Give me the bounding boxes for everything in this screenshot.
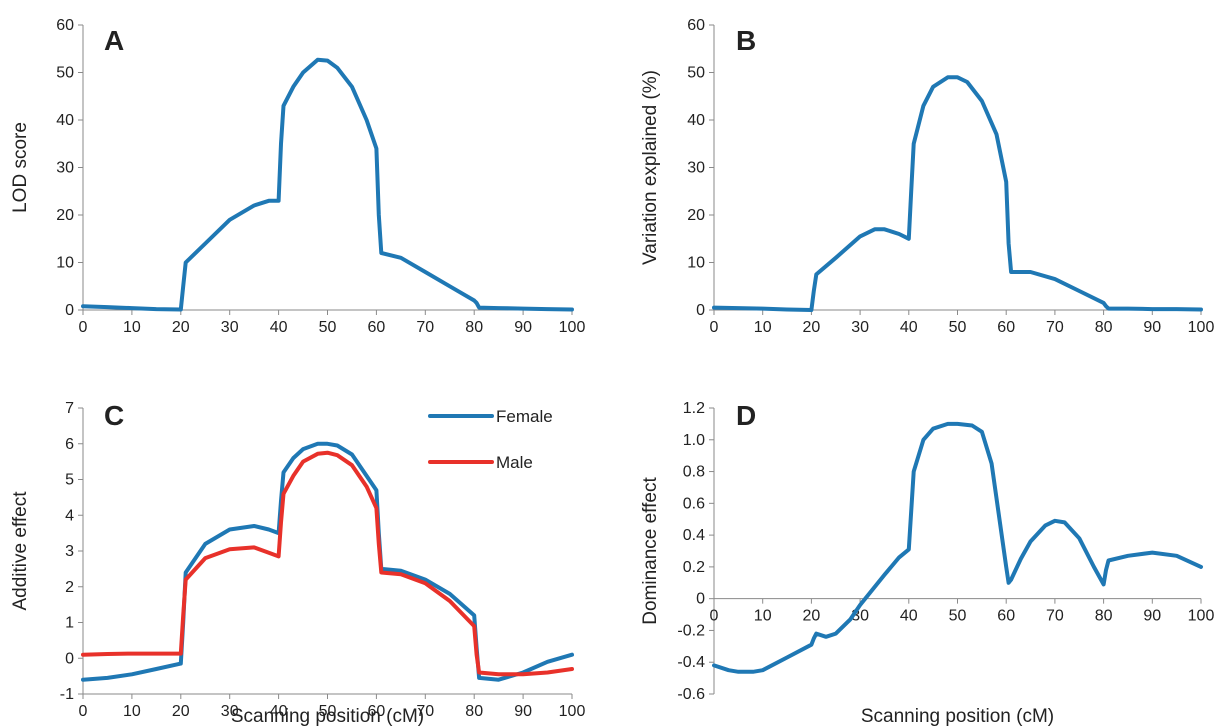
panel-a-x-tick-label: 10 <box>123 319 141 336</box>
panel-d-y-tick-label: -0.6 <box>677 686 705 703</box>
panel-a-y-tick-label: 40 <box>56 112 74 129</box>
panel-c-y-tick-label: 3 <box>65 543 74 560</box>
panel-a-x-tick-label: 20 <box>172 319 190 336</box>
panel-c-y-tick-label: 2 <box>65 579 74 596</box>
panel-b-y-tick-label: 60 <box>687 17 705 34</box>
panel-b-x-tick-label: 20 <box>803 319 821 336</box>
panel-a-label: A <box>104 25 124 56</box>
panel-d-x-tick-label: 50 <box>949 608 967 625</box>
panel-d-series-line <box>712 421 1203 674</box>
panel-a-x-tick-label: 80 <box>465 319 483 336</box>
panel-d-x-tick-label: 100 <box>1188 608 1215 625</box>
panel-d-label: D <box>736 400 756 431</box>
panel-c-x-tick-label: 70 <box>416 703 434 720</box>
panel-c-x-tick-label: 90 <box>514 703 532 720</box>
panel-b-y-tick-label: 30 <box>687 160 705 177</box>
panel-a-x-tick-label: 100 <box>559 319 586 336</box>
panel-a-x-tick-label: 40 <box>270 319 288 336</box>
panel-b-y-tick-label: 40 <box>687 112 705 129</box>
panel-b-x-tick-label: 80 <box>1095 319 1113 336</box>
panel-a-x-tick-label: 30 <box>221 319 239 336</box>
panel-b-y-tick-label: 20 <box>687 207 705 224</box>
panel-a-x-tick-label: 0 <box>79 319 88 336</box>
panel-b-y-tick-label: 0 <box>696 302 705 319</box>
panel-d-y-tick-label: 1.2 <box>683 400 705 417</box>
panel-d-x-tick-label: 70 <box>1046 608 1064 625</box>
panel-c-y-tick-label: 7 <box>65 400 74 417</box>
panel-b-x-tick-label: 0 <box>710 319 719 336</box>
panel-a-x-tick-label: 90 <box>514 319 532 336</box>
panel-c-x-tick-label: 60 <box>368 703 386 720</box>
panel-c-y-tick-label: -1 <box>60 686 74 703</box>
panel-d-x-tick-label: 20 <box>803 608 821 625</box>
panel-a-x-tick-label: 70 <box>416 319 434 336</box>
panel-d-y-tick-label: 0.8 <box>683 464 705 481</box>
panel-d-y-tick-label: 0.6 <box>683 495 705 512</box>
panel-a-series-line <box>81 57 574 312</box>
panel-d-x-axis-label: Scanning position (cM) <box>861 706 1054 726</box>
panel-b-y-axis-label: Variation explained (%) <box>640 70 661 265</box>
panel-a-x-tick-label: 60 <box>368 319 386 336</box>
panel-c-y-axis-label: Additive effect <box>10 491 31 611</box>
panel-c-series-line-female <box>81 441 574 682</box>
panel-c-y-tick-label: 5 <box>65 472 74 489</box>
panel-d-x-tick-label: 40 <box>900 608 918 625</box>
panel-d-x-tick-label: 10 <box>754 608 772 625</box>
panel-b-x-tick-label: 10 <box>754 319 772 336</box>
panel-a-y-tick-label: 0 <box>65 302 74 319</box>
panel-c-y-tick-label: 0 <box>65 650 74 667</box>
panel-c-y-tick-label: 4 <box>65 507 74 524</box>
panel-d-y-tick-label: 0.2 <box>683 559 705 576</box>
panel-c-x-tick-label: 40 <box>270 703 288 720</box>
panel-a-y-tick-label: 20 <box>56 207 74 224</box>
panel-c-x-tick-label: 50 <box>319 703 337 720</box>
panel-c-x-tick-label: 0 <box>79 703 88 720</box>
panel-c-x-tick-label: 80 <box>465 703 483 720</box>
panel-d-y-tick-label: -0.2 <box>677 622 705 639</box>
legend-label-male: Male <box>496 453 533 472</box>
panel-c-x-tick-label: 30 <box>221 703 239 720</box>
panel-b-x-tick-label: 100 <box>1188 319 1215 336</box>
legend-label-female: Female <box>496 407 553 426</box>
panel-b-label: B <box>736 25 756 56</box>
panel-a-y-tick-label: 10 <box>56 255 74 272</box>
panel-b-x-tick-label: 50 <box>949 319 967 336</box>
panel-b-x-tick-label: 70 <box>1046 319 1064 336</box>
panel-b-x-tick-label: 30 <box>851 319 869 336</box>
panel-c-y-tick-label: 6 <box>65 436 74 453</box>
panel-c-x-tick-label: 20 <box>172 703 190 720</box>
panel-b-x-tick-label: 40 <box>900 319 918 336</box>
panel-c-series-line-male <box>81 450 574 677</box>
panel-d-y-tick-label: 0.4 <box>683 527 705 544</box>
panel-a-y-tick-label: 30 <box>56 160 74 177</box>
panel-b-y-tick-label: 10 <box>687 255 705 272</box>
panel-d-y-tick-label: -0.4 <box>677 654 705 671</box>
panel-a-y-axis-label: LOD score <box>10 122 31 213</box>
panel-c-y-tick-label: 1 <box>65 615 74 632</box>
panel-d-y-tick-label: 1.0 <box>683 432 705 449</box>
panel-a-x-tick-label: 50 <box>319 319 337 336</box>
panel-d-y-tick-label: 0 <box>696 591 705 608</box>
panel-b-series-line <box>712 75 1203 312</box>
panel-a-y-tick-label: 60 <box>56 17 74 34</box>
panel-d-x-tick-label: 60 <box>997 608 1015 625</box>
panel-a-y-tick-label: 50 <box>56 65 74 82</box>
panel-b-x-tick-label: 60 <box>997 319 1015 336</box>
panel-d-x-tick-label: 80 <box>1095 608 1113 625</box>
panel-c-x-axis-label: Scanning position (cM) <box>231 706 424 726</box>
panel-d-y-axis-label: Dominance effect <box>640 477 661 625</box>
panel-c-x-tick-label: 10 <box>123 703 141 720</box>
panel-d-x-tick-label: 90 <box>1143 608 1161 625</box>
panel-b-y-tick-label: 50 <box>687 65 705 82</box>
panel-d-x-tick-label: 0 <box>710 608 719 625</box>
panel-c-x-tick-label: 100 <box>559 703 586 720</box>
panel-b-x-tick-label: 90 <box>1143 319 1161 336</box>
panel-c-label: C <box>104 400 124 431</box>
